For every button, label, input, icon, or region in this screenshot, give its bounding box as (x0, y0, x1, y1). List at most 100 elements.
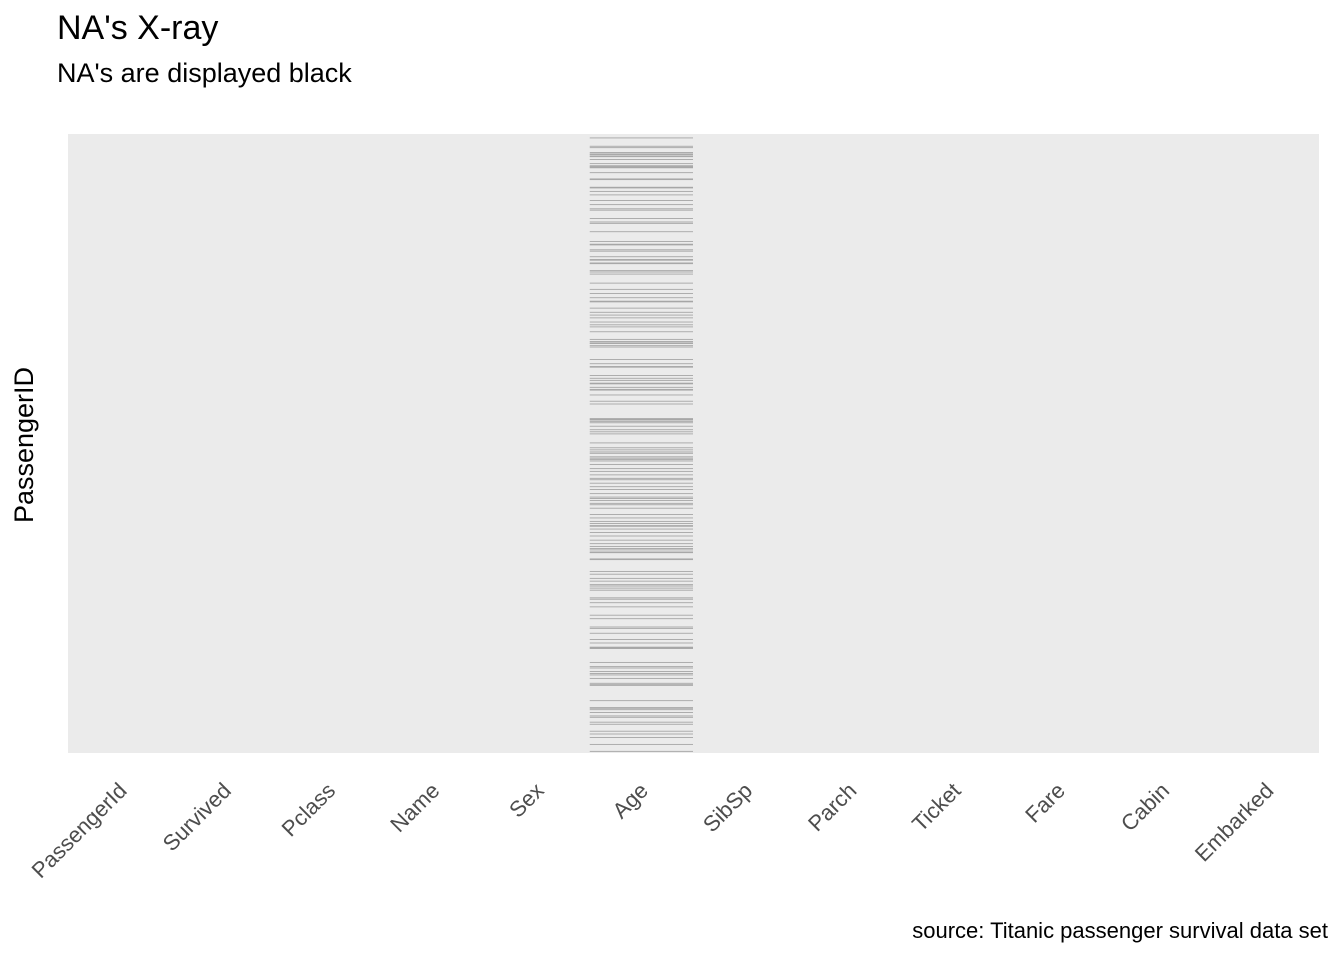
missing-value-mark (589, 159, 693, 160)
missing-value-mark (589, 262, 693, 264)
missing-value-mark (589, 431, 693, 433)
missing-value-mark (589, 179, 693, 181)
missing-value-mark (589, 199, 693, 201)
missing-value-mark (589, 190, 693, 192)
missing-value-mark (589, 359, 693, 360)
missing-value-mark (589, 154, 693, 156)
missing-value-mark (589, 646, 693, 648)
missing-value-mark (589, 153, 693, 155)
missing-value-mark (589, 486, 693, 488)
missing-value-mark (589, 584, 693, 586)
missing-value-mark (589, 338, 693, 340)
missing-value-mark (589, 147, 693, 149)
missing-value-mark (589, 420, 693, 422)
missing-value-mark (589, 386, 693, 388)
missing-value-mark (589, 674, 693, 676)
missing-value-mark (589, 259, 693, 260)
missing-value-mark (589, 442, 693, 444)
missing-value-mark (589, 273, 693, 275)
missing-value-mark (589, 460, 693, 462)
missing-value-mark (589, 165, 693, 167)
missing-value-mark (589, 585, 693, 587)
x-tick-label: Name (385, 778, 444, 837)
missing-value-mark (589, 709, 693, 711)
missing-value-mark (589, 577, 693, 579)
missing-value-mark (589, 301, 693, 303)
missing-value-mark (589, 523, 693, 524)
missing-value-mark (589, 514, 693, 515)
missing-value-mark (589, 167, 693, 169)
missing-value-mark (589, 661, 693, 663)
missing-value-mark (589, 243, 693, 245)
x-tick-label: Age (608, 778, 653, 823)
missing-value-mark (589, 208, 693, 210)
missing-value-mark (589, 145, 693, 147)
missing-value-mark (589, 715, 693, 717)
missing-value-mark (589, 712, 693, 713)
missing-value-mark (589, 341, 693, 342)
missing-value-mark (589, 317, 693, 319)
missing-value-mark (589, 666, 693, 668)
missing-value-mark (589, 545, 693, 547)
x-tick-label: Sex (504, 778, 548, 822)
missing-value-mark (589, 172, 693, 174)
missing-value-mark (589, 345, 693, 347)
missing-value-mark (589, 532, 693, 533)
missing-value-mark (589, 297, 693, 299)
missing-value-mark (589, 155, 693, 157)
missing-value-mark (589, 271, 693, 273)
missing-value-mark (589, 477, 693, 479)
missing-value-mark (589, 326, 693, 328)
missing-value-mark (589, 425, 693, 427)
missing-value-mark (589, 667, 693, 669)
missing-value-mark (589, 733, 693, 735)
missing-value-mark (589, 602, 693, 604)
x-tick-label: Embarked (1190, 778, 1279, 867)
missing-value-mark (589, 456, 693, 458)
missing-value-mark (589, 379, 693, 381)
missing-value-mark (589, 721, 693, 723)
missing-value-mark (589, 209, 693, 211)
x-tick-label: Survived (158, 778, 236, 856)
missing-value-mark (589, 642, 693, 644)
missing-value-mark (589, 548, 693, 549)
missing-value-mark (589, 449, 693, 451)
x-tick-label: PassengerId (27, 778, 132, 883)
missing-value-mark (589, 314, 693, 316)
missing-marks (589, 137, 693, 752)
missing-value-mark (589, 496, 693, 498)
missing-value-mark (589, 452, 693, 454)
missing-value-mark (589, 321, 693, 323)
missing-value-mark (589, 394, 693, 396)
missing-value-mark (589, 474, 693, 476)
missing-value-mark (589, 382, 693, 384)
missing-value-mark (589, 498, 693, 499)
missing-value-mark (589, 750, 693, 752)
missing-value-mark (589, 389, 693, 391)
missing-value-mark (589, 614, 693, 616)
missing-value-mark (589, 551, 693, 553)
missing-value-mark (589, 587, 693, 589)
missing-value-mark (589, 204, 693, 206)
missing-value-mark (589, 677, 693, 679)
missing-value-mark (589, 723, 693, 725)
missing-value-mark (589, 648, 693, 649)
missing-value-mark (589, 520, 693, 522)
missing-value-mark (589, 684, 693, 686)
missing-value-mark (589, 194, 693, 196)
missing-value-mark (589, 263, 693, 265)
missing-value-mark (589, 500, 693, 502)
missing-value-mark (589, 137, 693, 139)
missing-value-mark (589, 552, 693, 554)
x-tick-label: Pclass (277, 778, 340, 841)
missing-value-mark (589, 525, 693, 527)
missing-value-mark (589, 163, 693, 165)
missing-value-mark (589, 570, 693, 572)
missing-value-mark (589, 270, 693, 272)
missing-value-mark (589, 525, 693, 527)
missing-value-mark (589, 535, 693, 537)
panel-background (68, 134, 1319, 753)
missing-value-mark (589, 383, 693, 385)
missing-value-mark (589, 259, 693, 261)
